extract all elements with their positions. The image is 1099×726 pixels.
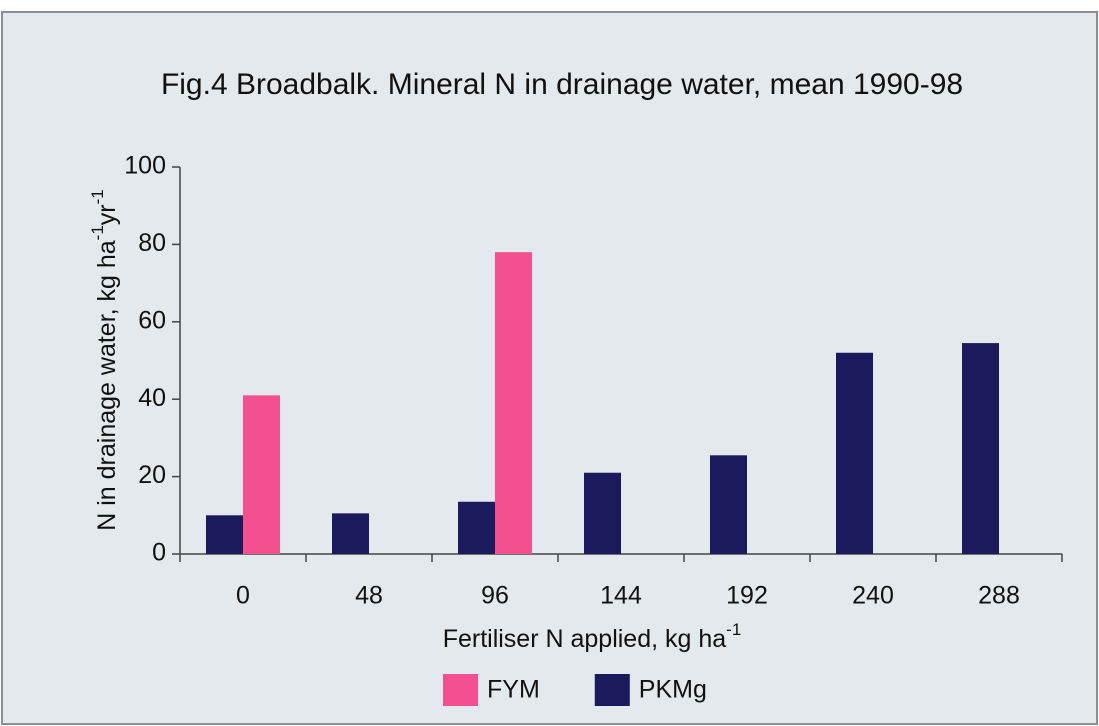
x-axis-label: Fertiliser N applied, kg ha-1 — [443, 620, 742, 652]
y-tick-label: 40 — [138, 384, 166, 412]
bar — [495, 252, 532, 554]
y-axis-label: N in drainage water, kg ha-1yr-1 — [88, 189, 120, 531]
y-axis-label-part: yr — [93, 204, 121, 225]
y-axis-label-sup: -1 — [88, 189, 107, 204]
x-tick-label: 192 — [726, 582, 768, 610]
y-tick-label: 100 — [124, 152, 166, 180]
x-tick-label: 96 — [481, 582, 509, 610]
legend-swatch — [443, 674, 478, 706]
y-axis-label-sup: -1 — [88, 225, 107, 240]
x-axis-label-part: Fertiliser N applied, kg ha — [443, 625, 727, 653]
y-tick-label: 20 — [138, 461, 166, 489]
bar — [458, 501, 495, 554]
bar — [584, 472, 621, 554]
y-axis-label-part: N in drainage water, kg ha — [93, 240, 121, 531]
legend-swatch — [594, 674, 630, 706]
legend-label: PKMg — [639, 676, 707, 704]
x-tick-label: 240 — [852, 582, 894, 610]
chart-title: Fig.4 Broadbalk. Mineral N in drainage w… — [161, 68, 963, 101]
legend-label: FYM — [487, 676, 540, 704]
x-tick-label: 48 — [355, 582, 383, 610]
bar — [710, 455, 747, 554]
bar — [332, 513, 369, 554]
bar — [962, 343, 999, 554]
y-tick-label: 0 — [152, 539, 166, 567]
bar — [206, 515, 243, 554]
x-tick-label: 0 — [236, 582, 250, 610]
x-tick-label: 144 — [600, 582, 642, 610]
bar — [836, 352, 873, 554]
y-tick-label: 60 — [138, 306, 166, 334]
x-tick-label: 288 — [978, 582, 1020, 610]
chart-background — [1, 11, 1098, 725]
bar — [243, 395, 280, 554]
y-tick-label: 80 — [138, 229, 166, 257]
x-axis-label-sup: -1 — [726, 620, 741, 639]
